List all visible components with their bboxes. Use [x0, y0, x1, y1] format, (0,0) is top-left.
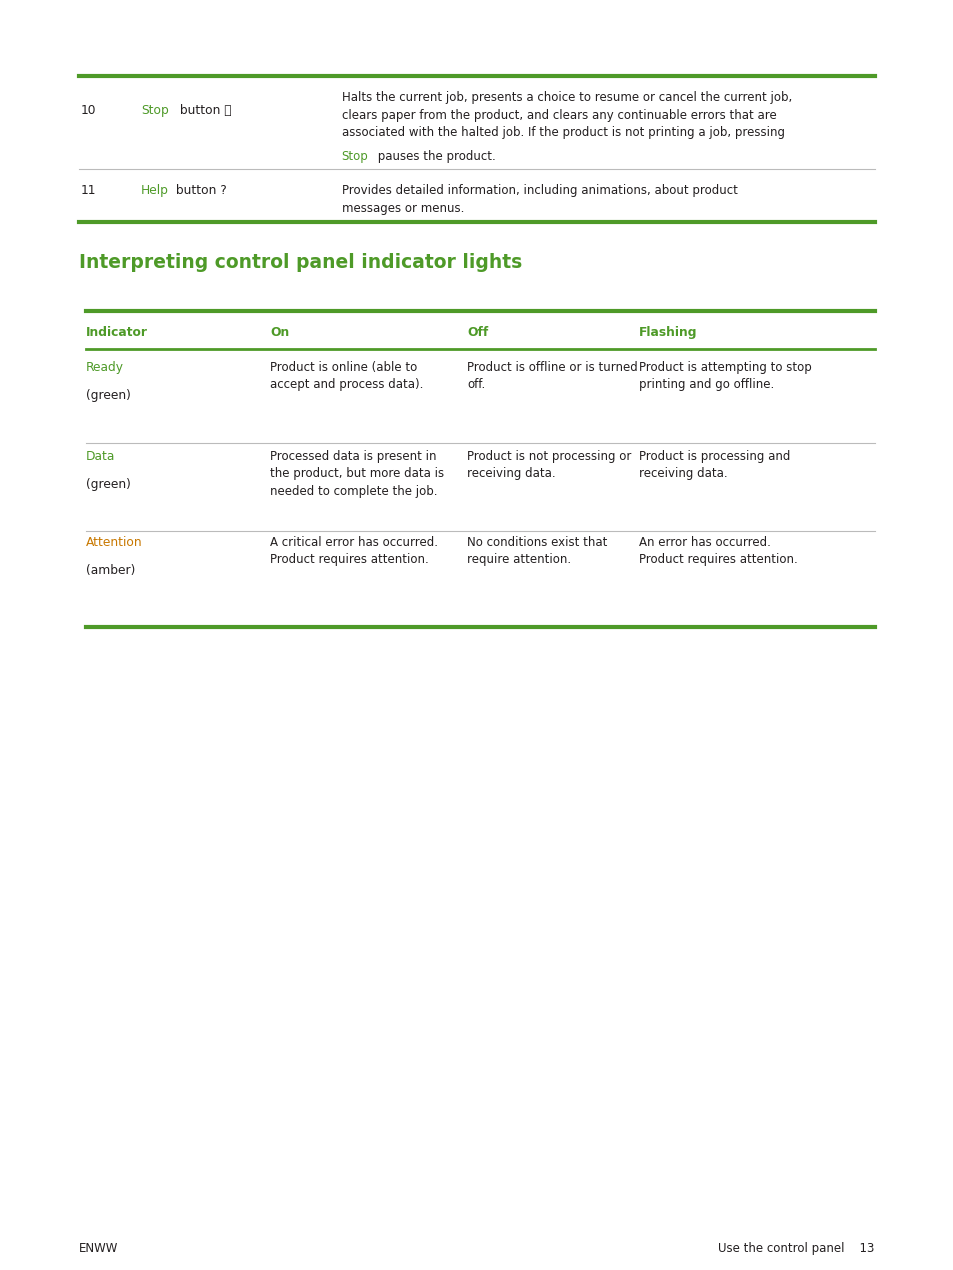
Text: 10: 10 — [81, 104, 96, 117]
Text: Processed data is present in
the product, but more data is
needed to complete th: Processed data is present in the product… — [270, 450, 444, 498]
Text: ENWW: ENWW — [79, 1242, 118, 1255]
Text: Stop: Stop — [341, 150, 368, 163]
Text: Off: Off — [467, 326, 488, 339]
Text: Product is offline or is turned
off.: Product is offline or is turned off. — [467, 361, 638, 391]
Text: No conditions exist that
require attention.: No conditions exist that require attenti… — [467, 536, 607, 566]
Text: Attention: Attention — [86, 536, 142, 549]
Text: Flashing: Flashing — [639, 326, 697, 339]
Text: Product is processing and
receiving data.: Product is processing and receiving data… — [639, 450, 790, 480]
Text: (green): (green) — [86, 478, 131, 490]
Text: Product is online (able to
accept and process data).: Product is online (able to accept and pr… — [270, 361, 423, 391]
Text: An error has occurred.
Product requires attention.: An error has occurred. Product requires … — [639, 536, 797, 566]
Text: 11: 11 — [81, 184, 96, 197]
Text: On: On — [270, 326, 289, 339]
Text: Product is not processing or
receiving data.: Product is not processing or receiving d… — [467, 450, 631, 480]
Text: Ready: Ready — [86, 361, 124, 373]
Text: Use the control panel    13: Use the control panel 13 — [718, 1242, 874, 1255]
Text: (green): (green) — [86, 389, 131, 401]
Text: (amber): (amber) — [86, 564, 135, 577]
Text: Halts the current job, presents a choice to resume or cancel the current job,
cl: Halts the current job, presents a choice… — [341, 91, 791, 140]
Text: Interpreting control panel indicator lights: Interpreting control panel indicator lig… — [79, 253, 522, 272]
Text: Indicator: Indicator — [86, 326, 148, 339]
Text: button ?: button ? — [172, 184, 226, 197]
Text: button ⓧ: button ⓧ — [175, 104, 231, 117]
Text: pauses the product.: pauses the product. — [374, 150, 496, 163]
Text: Product is attempting to stop
printing and go offline.: Product is attempting to stop printing a… — [639, 361, 811, 391]
Text: Help: Help — [141, 184, 169, 197]
Text: Provides detailed information, including animations, about product
messages or m: Provides detailed information, including… — [341, 184, 737, 215]
Text: Stop: Stop — [141, 104, 169, 117]
Text: Data: Data — [86, 450, 115, 462]
Text: A critical error has occurred.
Product requires attention.: A critical error has occurred. Product r… — [270, 536, 437, 566]
